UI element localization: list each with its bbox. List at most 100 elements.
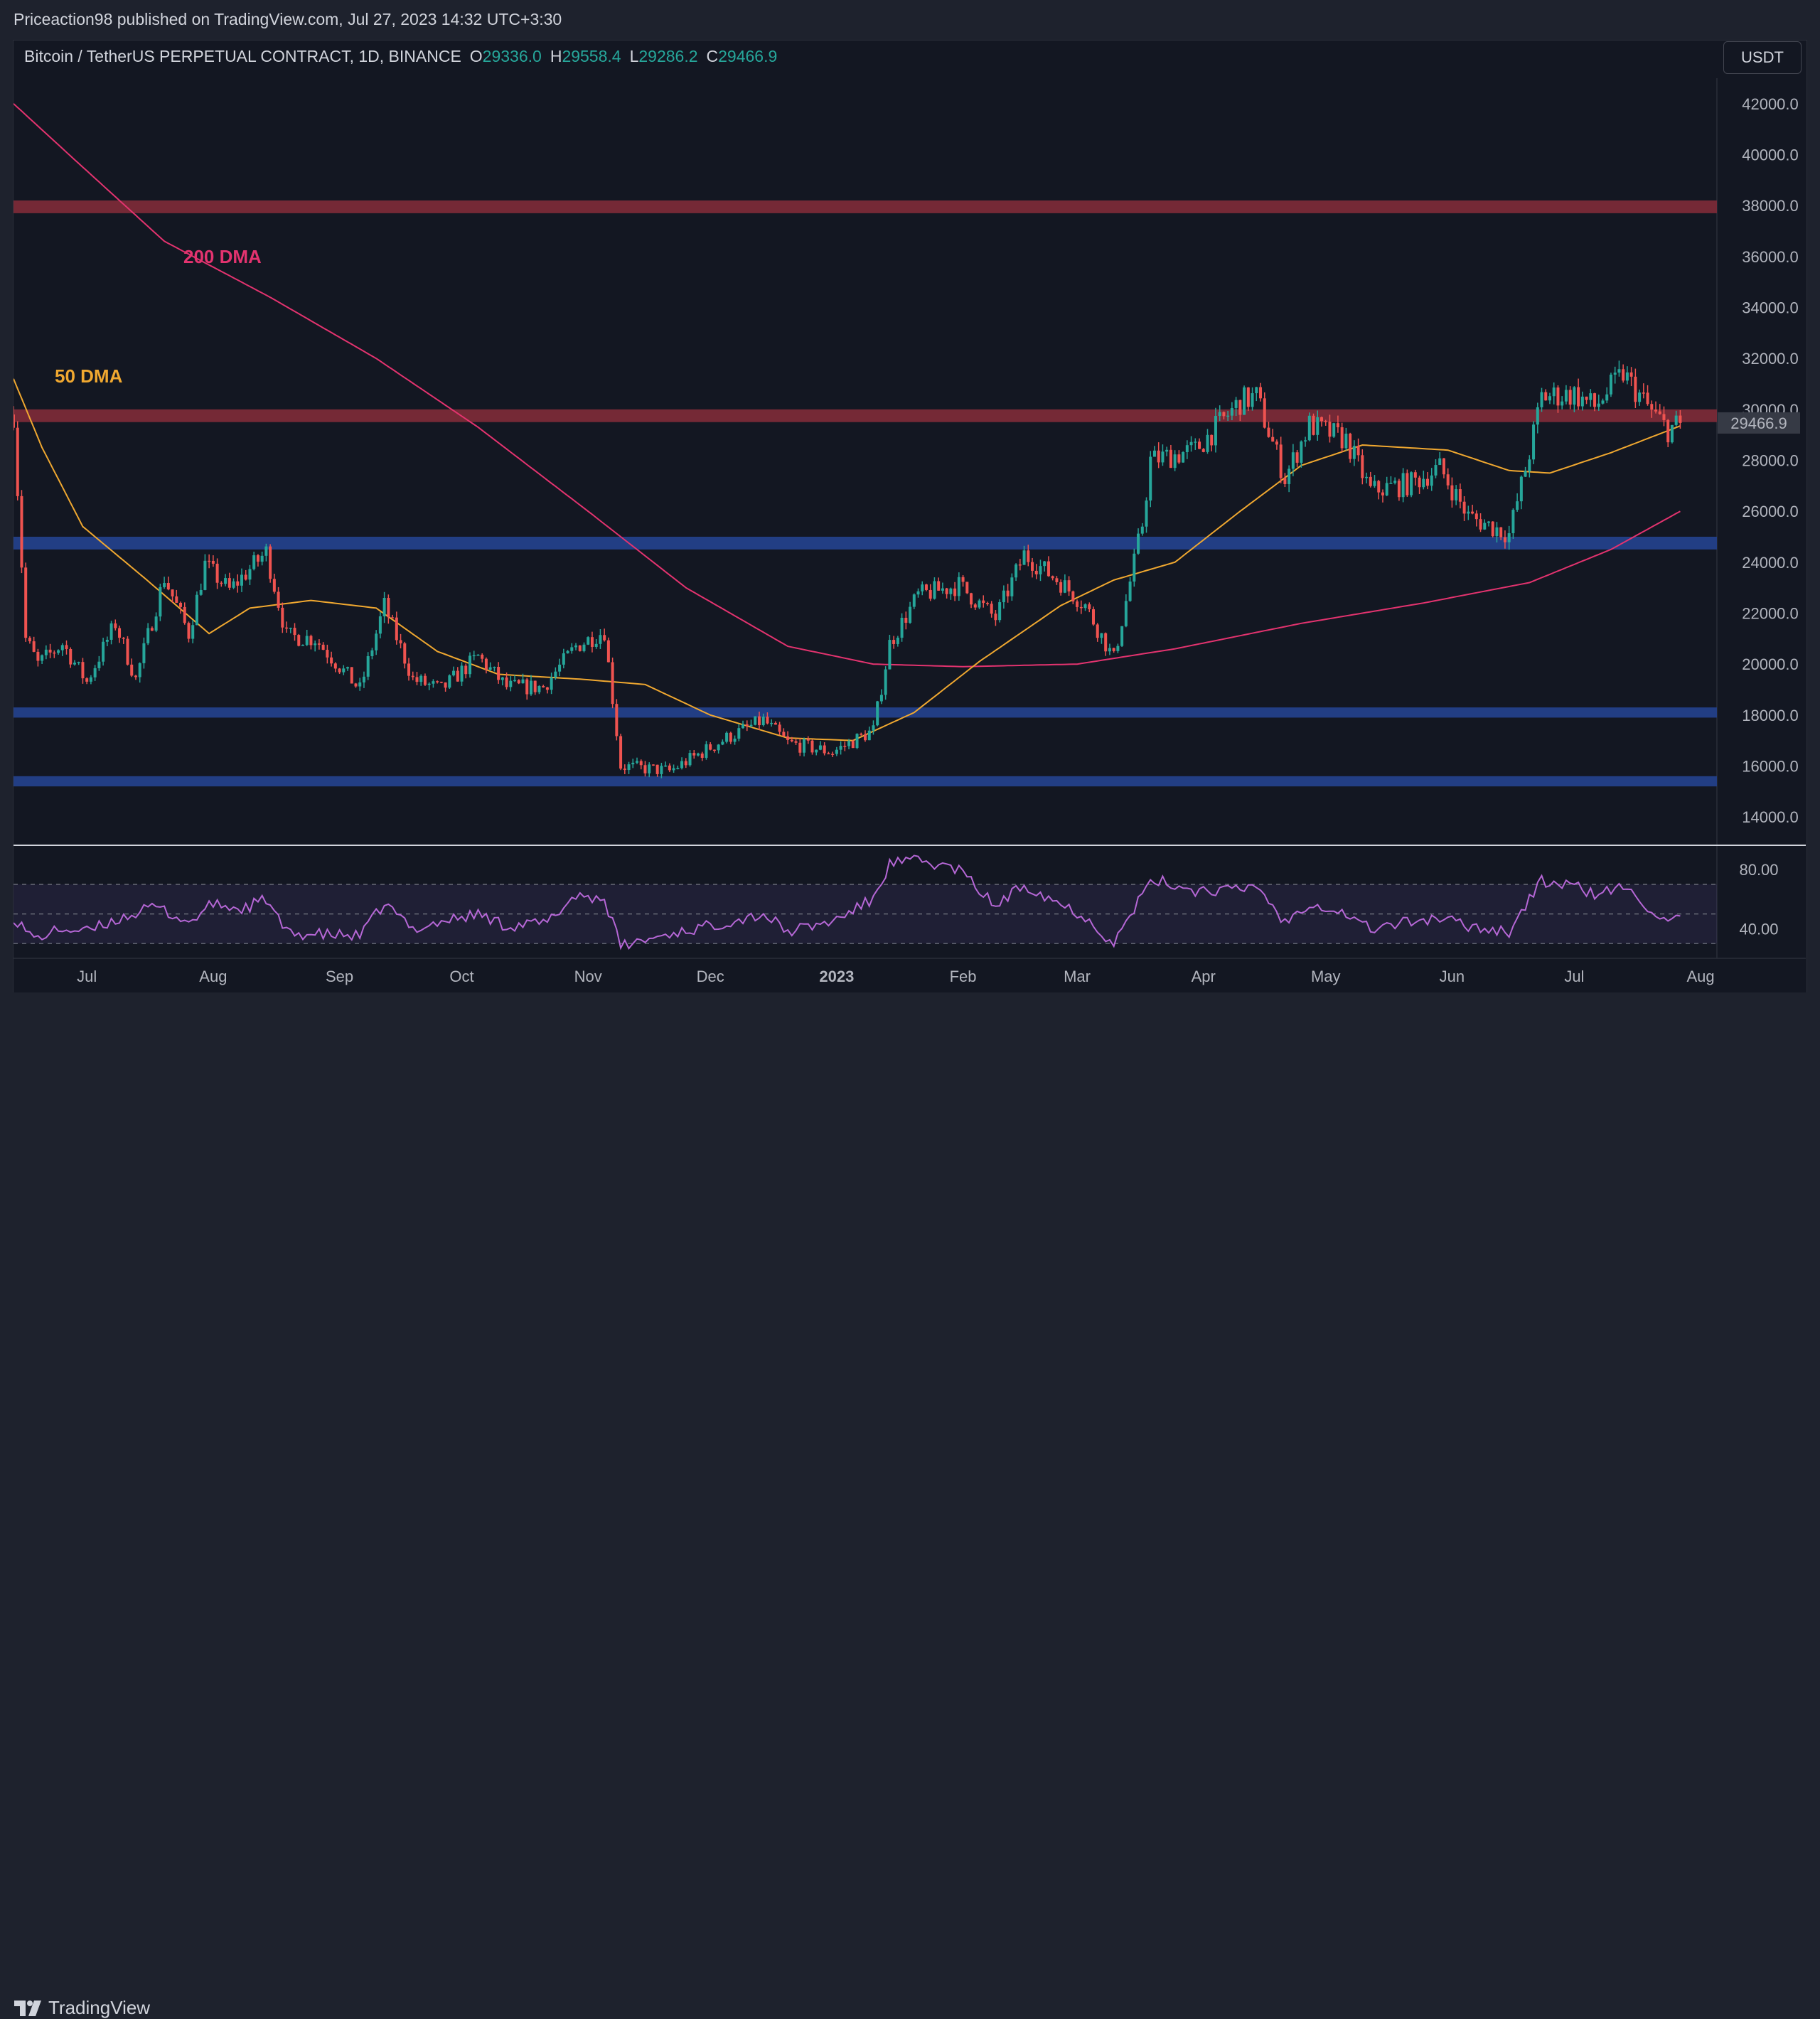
candle-body	[150, 628, 154, 631]
candle-body	[1022, 550, 1026, 565]
candle-body	[1467, 511, 1470, 514]
candle-body	[1622, 369, 1625, 381]
candle-body	[232, 581, 235, 588]
candle-body	[851, 741, 855, 749]
candle-body	[20, 496, 23, 568]
candle-body	[860, 734, 863, 735]
candle-body	[643, 765, 647, 773]
candle-body	[562, 653, 565, 665]
candle-body	[623, 768, 626, 771]
month-tick-label: Sep	[326, 968, 353, 985]
candle-body	[823, 745, 826, 754]
month-tick-label: Aug	[1686, 968, 1714, 985]
ohlc-high: H29558.4	[550, 47, 621, 65]
price-tick-label: 34000.0	[1742, 299, 1799, 317]
ma50-label: 50 DMA	[55, 365, 123, 387]
candle-body	[574, 645, 578, 648]
candle-body	[1218, 412, 1221, 417]
candle-body	[171, 589, 174, 596]
candle-body	[928, 589, 932, 599]
candle-body	[957, 577, 960, 596]
candle-body	[1458, 489, 1462, 502]
candle-body	[301, 645, 304, 646]
candle-body	[827, 753, 830, 755]
candle-body	[1634, 376, 1637, 402]
candle-body	[582, 644, 586, 651]
candle-body	[391, 617, 395, 618]
candle-body	[215, 563, 219, 583]
candle-body	[945, 588, 948, 594]
candle-body	[554, 671, 557, 678]
candle-body	[839, 746, 842, 750]
candle-body	[1246, 387, 1250, 407]
ma200-label: 200 DMA	[183, 246, 262, 267]
candle-body	[1638, 392, 1642, 402]
candle-body	[1662, 414, 1666, 420]
candle-body	[77, 662, 80, 663]
symbol-legend: Bitcoin / TetherUS PERPETUAL CONTRACT, 1…	[24, 47, 777, 66]
price-chart[interactable]: 42000.0 40000.0 38000.0 36000.0 34000.0 32000…	[0, 0, 1820, 1041]
candle-body	[1336, 423, 1339, 428]
candle-body	[146, 628, 150, 643]
candle-body	[1377, 481, 1381, 493]
candle-body	[909, 606, 912, 623]
candle-body	[1365, 476, 1369, 478]
candle-body	[317, 643, 321, 645]
candle-body	[1426, 478, 1430, 486]
candle-body	[525, 679, 529, 695]
candle-body	[159, 587, 162, 617]
candle-body	[835, 749, 838, 754]
month-tick-label: 2023	[819, 968, 854, 985]
candle-body	[1519, 476, 1523, 502]
candle-body	[1629, 372, 1633, 377]
candle-body	[175, 596, 178, 603]
candle-body	[138, 663, 141, 678]
candle-body	[403, 643, 407, 664]
candle-body	[1625, 372, 1629, 381]
candle-body	[1589, 393, 1592, 400]
candle-body	[1271, 437, 1275, 442]
candle-body	[464, 665, 468, 675]
candle-body	[513, 680, 517, 682]
candle-body	[921, 584, 924, 591]
candle-body	[668, 765, 671, 771]
candle-body	[1381, 492, 1384, 496]
candle-body	[32, 641, 36, 652]
candle-body	[1071, 591, 1075, 602]
candle-body	[378, 616, 382, 634]
candle-body	[688, 753, 692, 766]
candle-body	[89, 677, 92, 682]
candle-body	[452, 670, 456, 676]
candle-body	[1226, 415, 1230, 417]
candle-body	[1018, 564, 1022, 566]
candle-body	[1593, 393, 1597, 407]
candle-body	[134, 675, 137, 678]
candle-body	[594, 643, 598, 647]
candle-body	[1654, 409, 1658, 412]
candle-body	[888, 640, 892, 670]
candle-body	[1446, 474, 1450, 486]
candle-body	[1222, 412, 1226, 417]
candle-body	[1063, 580, 1066, 593]
candle-body	[1169, 449, 1172, 468]
currency-button[interactable]: USDT	[1723, 41, 1802, 74]
candle-body	[109, 623, 113, 640]
candle-body	[994, 614, 997, 621]
candle-body	[1120, 626, 1124, 646]
candle-body	[631, 762, 635, 765]
candle-body	[1540, 392, 1543, 407]
symbol-name[interactable]: Bitcoin / TetherUS PERPETUAL CONTRACT, 1…	[24, 47, 461, 65]
candle-body	[85, 678, 89, 682]
candle-body	[1389, 483, 1393, 484]
candle-body	[818, 745, 822, 750]
tradingview-logo[interactable]: TradingView	[14, 1997, 150, 2019]
chart-frame[interactable]	[13, 40, 1807, 994]
candle-body	[1304, 440, 1307, 442]
candle-body	[782, 732, 786, 737]
candle-body	[1100, 633, 1103, 638]
candle-body	[163, 583, 166, 587]
candle-body	[1043, 561, 1046, 567]
candle-body	[1573, 387, 1576, 405]
candle-body	[749, 724, 753, 727]
candle-body	[1206, 434, 1209, 452]
